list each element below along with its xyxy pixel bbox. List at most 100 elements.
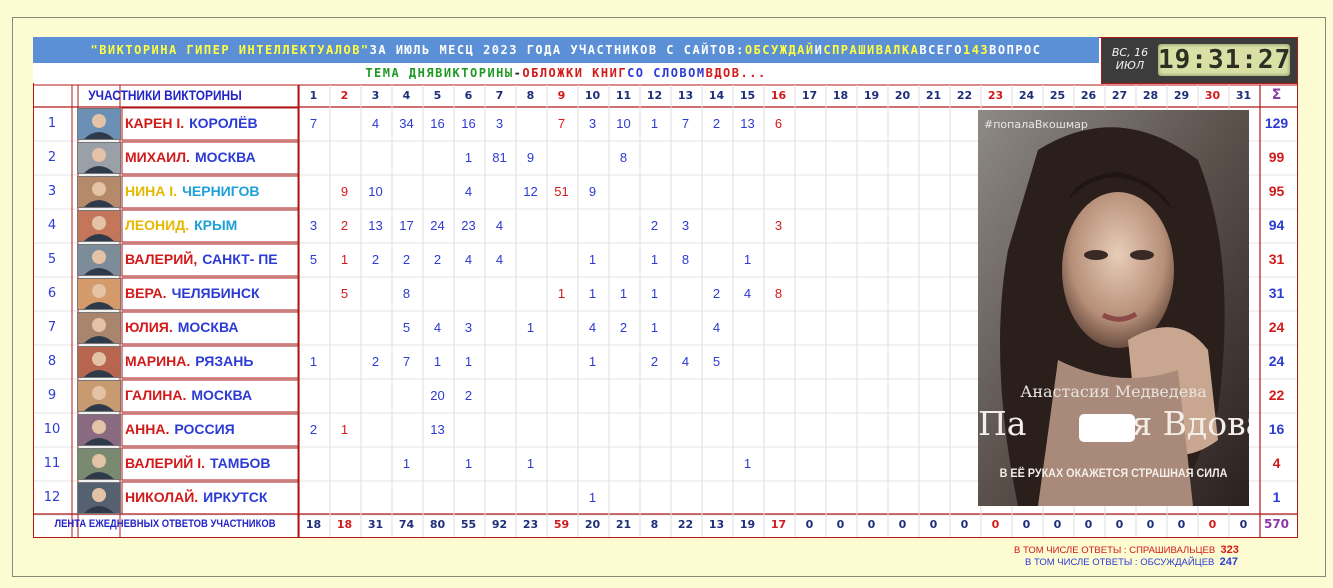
day-value: 1 [309, 353, 318, 369]
participant-name: АННА. [125, 421, 170, 437]
book-cover-image: #попалаВкошмар Анастасия Медведева Па я … [978, 110, 1249, 506]
day-value: 4 [433, 319, 442, 335]
day-header-20: 20 [894, 88, 911, 102]
row-total: 22 [1268, 387, 1285, 403]
clock-day-of-week: ВС, 16 [1111, 46, 1149, 59]
participants-title: УЧАСТНИКИ ВИКТОРИНЫ [88, 87, 242, 103]
theme-word-label: СО СЛОВОМ [627, 66, 706, 80]
day-value: 23 [461, 217, 476, 233]
daily-total: 0 [991, 517, 1000, 531]
avatar [77, 278, 121, 310]
row-total: 99 [1268, 149, 1285, 165]
row-number: 4 [47, 217, 57, 233]
row-total: 24 [1268, 353, 1285, 369]
day-value: 1 [526, 319, 535, 335]
daily-total: 0 [1177, 517, 1186, 531]
day-value: 2 [650, 217, 659, 233]
avatar [77, 414, 121, 446]
row-number: 12 [43, 489, 61, 505]
cover-tag: #попалаВкошмар [984, 118, 1088, 131]
day-value: 1 [526, 455, 535, 471]
daily-total: 0 [1146, 517, 1155, 531]
day-header-24: 24 [1018, 88, 1035, 102]
day-value: 7 [309, 115, 318, 131]
participant-name-cell: АННА. РОССИЯ [121, 412, 297, 446]
clock-widget: ВС, 16 ИЮЛ 19:31:27 [1101, 37, 1298, 84]
day-value: 5 [309, 251, 318, 267]
daily-total: 18 [336, 517, 353, 531]
row-number: 6 [47, 285, 57, 301]
day-value: 10 [368, 183, 383, 199]
participant-city: САНКТ- ПЕ [202, 251, 278, 267]
participant-name-cell: ЮЛИЯ. МОСКВА [121, 310, 297, 344]
summary-line-2-value: 247 [1219, 556, 1239, 568]
day-value: 1 [433, 353, 442, 369]
row-number: 2 [47, 149, 57, 165]
day-header-5: 5 [433, 88, 442, 102]
day-value: 8 [774, 285, 783, 301]
day-value: 3 [774, 217, 783, 233]
daily-total: 13 [708, 517, 725, 531]
row-total: 95 [1268, 183, 1285, 199]
day-value: 13 [430, 421, 445, 437]
day-header-28: 28 [1142, 88, 1159, 102]
day-value: 9 [526, 149, 535, 165]
table-row: 6 ВЕРА. ЧЕЛЯБИНСК 5 8 1 1 1 1 2 4 8 31 [33, 276, 1296, 310]
table-row: 12 НИКОЛАЙ. ИРКУТСК 1 1 [33, 480, 1296, 514]
daily-total: 0 [805, 517, 814, 531]
day-value: 1 [588, 285, 597, 301]
day-value: 8 [402, 285, 411, 301]
summary-line-1-label: В ТОМ ЧИСЛЕ ОТВЕТЫ : СПРАШИВАЛЬЦЕВ [1014, 545, 1216, 556]
table-row: 9 ГАЛИНА. МОСКВА 20 2 22 [33, 378, 1296, 412]
daily-totals-label: ЛЕНТА ЕЖЕДНЕВНЫХ ОТВЕТОВ УЧАСТНИКОВ [54, 518, 276, 530]
day-value: 1 [340, 251, 349, 267]
header-line-1: "ВИКТОРИНА ГИПЕР ИНТЕЛЛЕКТУАЛОВ" ЗА ИЮЛЬ… [33, 37, 1099, 63]
daily-total: 8 [650, 517, 659, 531]
daily-total: 23 [522, 517, 539, 531]
day-value: 1 [464, 353, 473, 369]
daily-total: 59 [553, 517, 570, 531]
row-total: 94 [1268, 217, 1285, 233]
day-header-25: 25 [1049, 88, 1066, 102]
participant-name: ЛЕОНИД. [125, 217, 190, 233]
day-value: 13 [740, 115, 755, 131]
daily-total: 21 [615, 517, 632, 531]
table-row: 7 ЮЛИЯ. МОСКВА 5 4 3 1 4 2 1 4 24 [33, 310, 1296, 344]
participant-name: ЮЛИЯ. [125, 319, 173, 335]
participant-city: МОСКВА [177, 319, 239, 335]
total-prefix: ВСЕГО [919, 43, 963, 57]
cover-title: Па я Вдова [978, 404, 1249, 443]
day-value: 4 [588, 319, 597, 335]
daily-total: 0 [1053, 517, 1062, 531]
day-value: 81 [492, 149, 507, 165]
day-value: 10 [616, 115, 631, 131]
row-number: 5 [47, 251, 57, 267]
participant-name: МАРИНА. [125, 353, 191, 369]
day-header-13: 13 [677, 88, 694, 102]
daily-total: 18 [305, 517, 322, 531]
day-value: 9 [340, 183, 349, 199]
quiz-name: "ВИКТОРИНА ГИПЕР ИНТЕЛЛЕКТУАЛОВ" [90, 43, 370, 57]
participant-city: МОСКВА [194, 149, 256, 165]
table-row: 10 АННА. РОССИЯ 2 1 13 16 [33, 412, 1296, 446]
day-value: 3 [464, 319, 473, 335]
participant-city: РОССИЯ [174, 421, 235, 437]
daily-total: 80 [429, 517, 446, 531]
participant-name-cell: ВАЛЕРИЙ, САНКТ- ПЕ [121, 242, 297, 276]
row-total: 1 [1272, 489, 1281, 505]
avatar [77, 210, 121, 242]
day-value: 1 [402, 455, 411, 471]
day-header-6: 6 [464, 88, 473, 102]
day-value: 13 [368, 217, 383, 233]
day-value: 51 [554, 183, 569, 199]
cover-title-mask [1079, 414, 1135, 442]
daily-total: 0 [960, 517, 969, 531]
day-header-26: 26 [1080, 88, 1097, 102]
day-value: 8 [619, 149, 628, 165]
participant-city: КРЫМ [194, 217, 238, 233]
daily-total: 55 [460, 517, 477, 531]
day-header-12: 12 [646, 88, 663, 102]
participant-name-cell: ВАЛЕРИЙ І. ТАМБОВ [121, 446, 297, 480]
theme-word: ВДОВ... [705, 66, 767, 80]
avatar [77, 244, 121, 276]
